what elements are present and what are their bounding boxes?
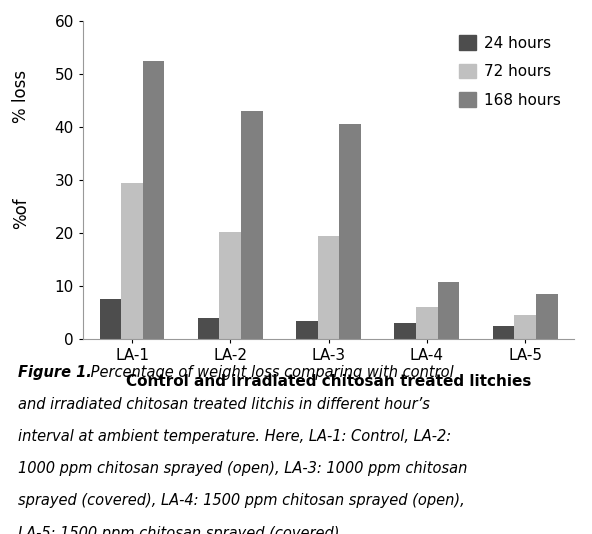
Bar: [514, 315, 536, 339]
Text: % loss: % loss: [12, 69, 30, 123]
Text: 1000 ppm chitosan sprayed (open), LA-3: 1000 ppm chitosan: 1000 ppm chitosan sprayed (open), LA-3: …: [18, 461, 467, 476]
Bar: [536, 294, 558, 339]
Text: %of: %of: [12, 198, 30, 230]
Bar: [416, 308, 437, 339]
Text: Percentage of weight loss comparing with control: Percentage of weight loss comparing with…: [86, 365, 453, 380]
Text: sprayed (covered), LA-4: 1500 ppm chitosan sprayed (open),: sprayed (covered), LA-4: 1500 ppm chitos…: [18, 493, 465, 508]
X-axis label: Control and irradiated chitosan treated litchies: Control and irradiated chitosan treated …: [126, 374, 531, 389]
Bar: [198, 318, 220, 339]
Text: and irradiated chitosan treated litchis in different hour’s: and irradiated chitosan treated litchis …: [18, 397, 430, 412]
Bar: [241, 112, 263, 339]
Bar: [121, 183, 143, 339]
Legend: 24 hours, 72 hours, 168 hours: 24 hours, 72 hours, 168 hours: [453, 29, 567, 114]
Text: Figure 1.: Figure 1.: [18, 365, 92, 380]
Text: LA-5: 1500 ppm chitosan sprayed (covered): LA-5: 1500 ppm chitosan sprayed (covered…: [18, 525, 339, 534]
Bar: [296, 320, 318, 339]
Bar: [143, 61, 165, 339]
Text: interval at ambient temperature. Here, LA-1: Control, LA-2:: interval at ambient temperature. Here, L…: [18, 429, 451, 444]
Bar: [318, 236, 339, 339]
Bar: [99, 300, 121, 339]
Bar: [394, 323, 416, 339]
Bar: [339, 123, 361, 339]
Bar: [437, 282, 459, 339]
Bar: [493, 326, 514, 339]
Bar: [220, 232, 241, 339]
